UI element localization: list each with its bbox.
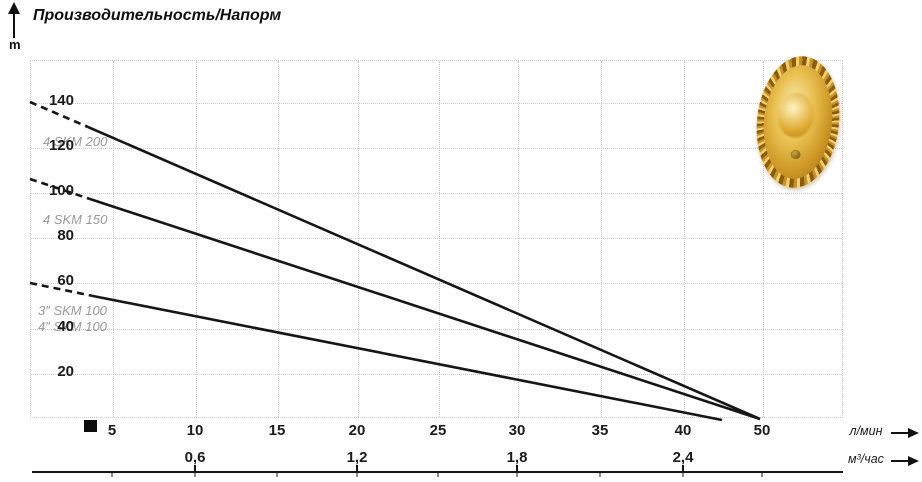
m3h-axis-major-tick	[516, 465, 518, 472]
y-tick-label: 120	[48, 137, 74, 154]
brass-impeller-photo	[750, 52, 846, 192]
m3h-axis-minor-tick	[599, 473, 601, 477]
m3h-axis-minor-tick	[356, 473, 358, 477]
m3h-axis-minor-tick	[194, 473, 196, 477]
x-tick-label-lmin: 20	[348, 422, 366, 439]
grid-line-horizontal	[31, 148, 842, 149]
y-tick-label: 40	[57, 318, 74, 335]
y-tick-label: 100	[48, 182, 74, 199]
x-tick-label-m3h: 2,4	[672, 449, 694, 466]
grid-line-vertical	[684, 61, 685, 417]
grid-line-horizontal	[31, 283, 842, 284]
y-axis-unit: m	[9, 37, 21, 52]
m3h-axis-minor-tick	[516, 473, 518, 477]
m3h-axis-minor-tick	[111, 473, 113, 477]
x-tick-label-lmin: 50	[753, 422, 771, 439]
y-tick-label: 140	[48, 92, 74, 109]
grid-line-vertical	[113, 61, 114, 417]
x-tick-label-lmin: 5	[107, 422, 117, 439]
series-label-4in-skm-100: 4″ SKM 100	[38, 319, 107, 334]
origin-marker-square	[84, 420, 97, 432]
grid-line-vertical	[439, 61, 440, 417]
axis-up-arrow-icon	[8, 2, 20, 38]
m3h-right-arrow-icon	[891, 456, 919, 466]
y-tick-label: 60	[57, 272, 74, 289]
x-tick-label-m3h: 0,6	[184, 449, 206, 466]
y-tick-label: 20	[57, 363, 74, 380]
y-tick-label: 80	[57, 227, 74, 244]
m3h-axis-minor-tick	[682, 473, 684, 477]
grid-line-vertical	[358, 61, 359, 417]
m3h-axis-line	[32, 471, 843, 473]
grid-line-vertical	[518, 61, 519, 417]
series-label-4-skm-150: 4 SKM 150	[43, 212, 108, 227]
lmin-right-arrow-icon	[891, 428, 919, 438]
grid-line-vertical	[196, 61, 197, 417]
m3h-axis-minor-tick	[437, 473, 439, 477]
x-axis-unit-m3h: м³/час	[848, 452, 884, 466]
grid-line-horizontal	[31, 329, 842, 330]
m3h-axis-major-tick	[194, 465, 196, 472]
grid-line-horizontal	[31, 238, 842, 239]
x-tick-label-m3h: 1,2	[346, 449, 368, 466]
x-tick-label-lmin: 15	[268, 422, 286, 439]
grid-line-horizontal	[31, 374, 842, 375]
x-tick-label-lmin: 25	[429, 422, 447, 439]
x-axis-unit-lmin: л/мин	[849, 424, 883, 438]
m3h-axis-minor-tick	[761, 473, 763, 477]
x-tick-label-m3h: 1,8	[506, 449, 528, 466]
series-label-4-skm-200: 4 SKM 200	[43, 134, 108, 149]
grid-line-vertical	[601, 61, 602, 417]
plot-area	[30, 60, 843, 418]
x-tick-label-lmin: 10	[186, 422, 204, 439]
x-tick-label-lmin: 30	[508, 422, 526, 439]
m3h-axis-major-tick	[356, 465, 358, 472]
m3h-axis-minor-tick	[276, 473, 278, 477]
grid-line-horizontal	[31, 103, 842, 104]
x-tick-label-lmin: 40	[674, 422, 692, 439]
series-label-3in-skm-100: 3″ SKM 100	[38, 303, 107, 318]
m3h-axis-major-tick	[682, 465, 684, 472]
page-title: Производительность/Напорм	[33, 7, 282, 24]
grid-line-horizontal	[31, 193, 842, 194]
grid-line-vertical	[763, 61, 764, 417]
grid-line-vertical	[278, 61, 279, 417]
x-tick-label-lmin: 35	[591, 422, 609, 439]
